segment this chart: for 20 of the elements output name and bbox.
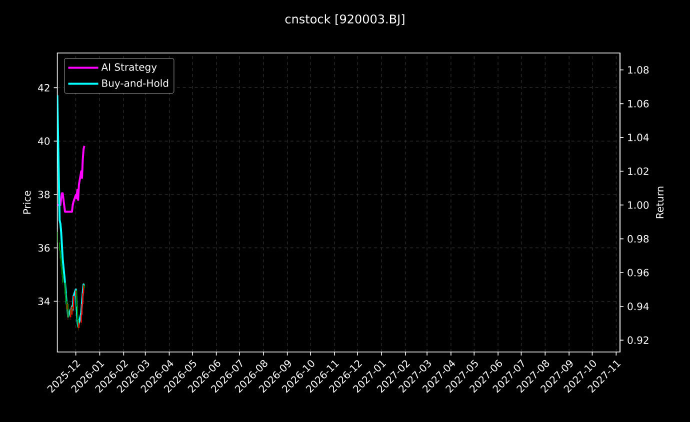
- y2-tick-label: 1.08: [628, 66, 649, 74]
- y-tick-label: 42: [38, 84, 50, 92]
- y2-tick-label: 1.02: [628, 167, 648, 176]
- y2-tick-label: 1.00: [628, 201, 649, 209]
- y2-axis-title: Return: [656, 186, 664, 218]
- y-tick-label: 40: [38, 137, 50, 145]
- y2-tick-label: 1.06: [628, 100, 649, 108]
- y-tick-label: 36: [38, 244, 50, 252]
- y2-tick-label: 0.98: [628, 235, 649, 243]
- y-axis-title: Price: [22, 190, 31, 214]
- legend-label: AI Strategy: [101, 63, 157, 73]
- y2-tick-label: 0.94: [628, 302, 649, 310]
- y-tick-label: 38: [38, 190, 50, 198]
- y2-tick-label: 0.92: [628, 336, 648, 344]
- chart-title: cnstock [920003.BJ]: [285, 14, 404, 26]
- y2-tick-label: 0.96: [628, 268, 649, 276]
- line-series: [57, 94, 86, 328]
- y-tick-label: 34: [38, 297, 50, 306]
- legend-label: Buy-and-Hold: [102, 79, 168, 89]
- y2-tick-label: 1.04: [628, 134, 649, 142]
